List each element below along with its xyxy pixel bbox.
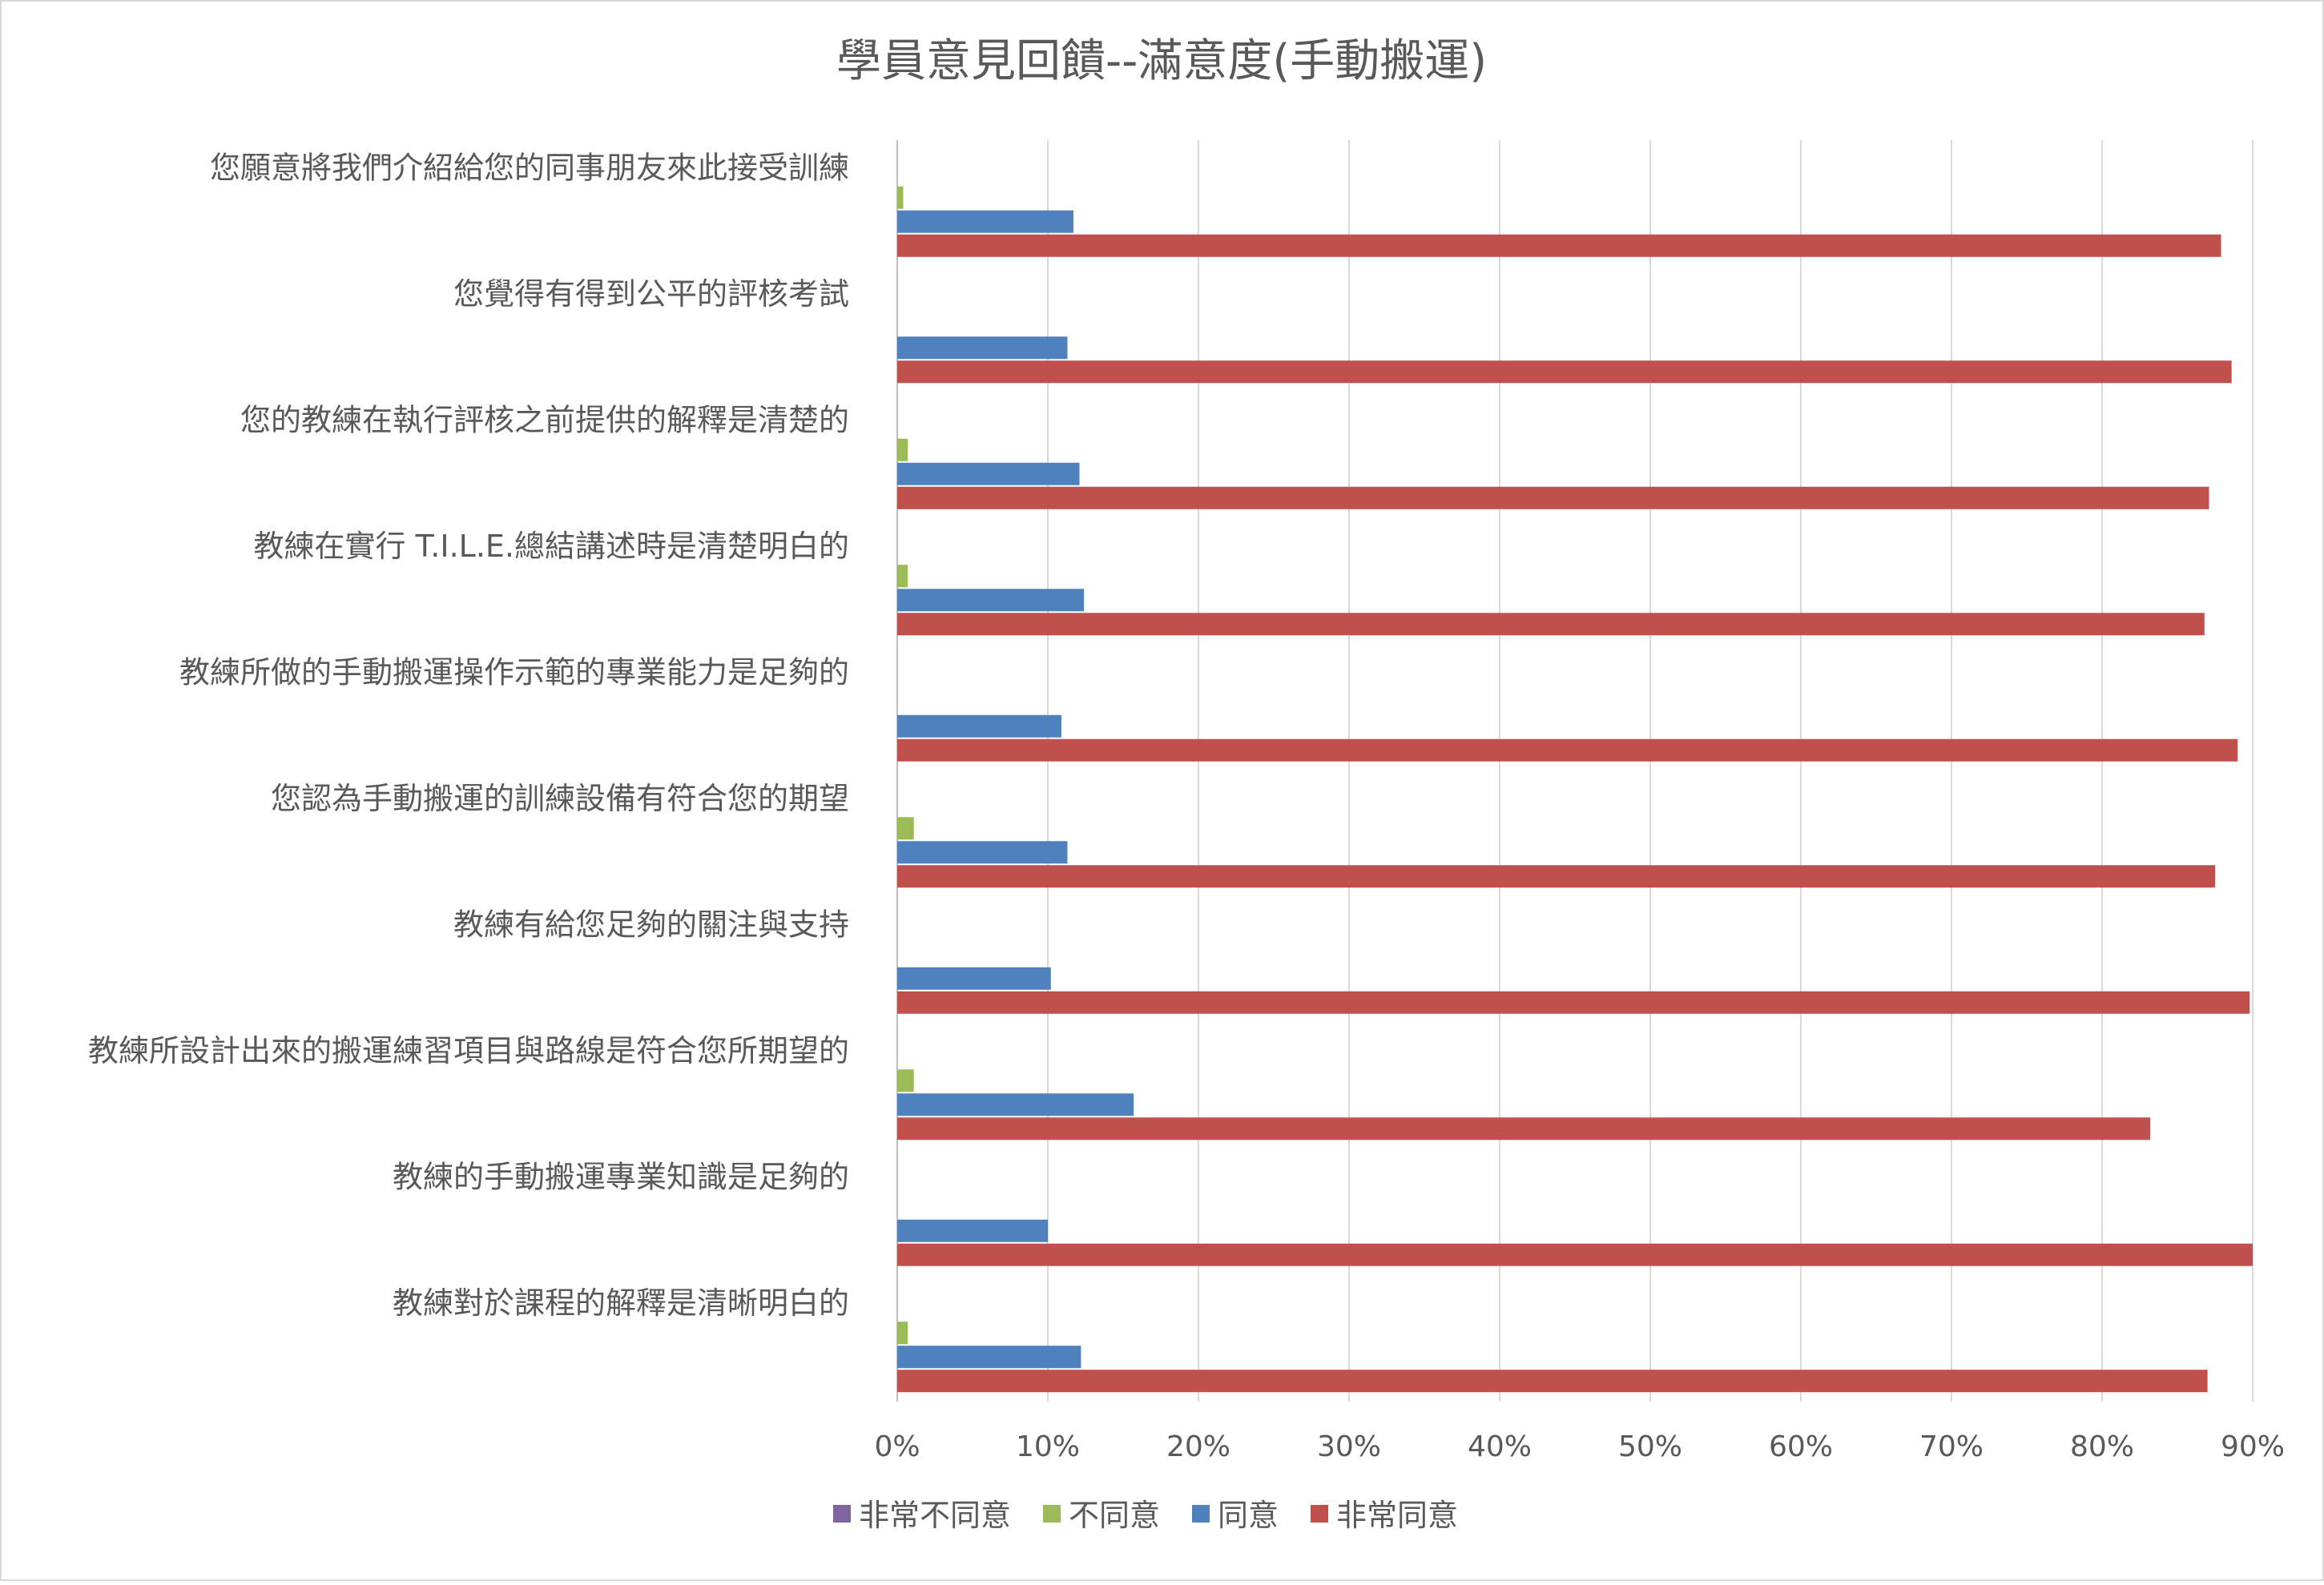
bar: [897, 1243, 2253, 1266]
category-label: 您願意將我們介紹給您的同事朋友來此接受訓練: [210, 150, 849, 185]
x-tick-label: 30%: [1317, 1430, 1381, 1463]
bar: [897, 1069, 914, 1092]
bar: [897, 1219, 1048, 1242]
legend-label: 非常同意: [1336, 1498, 1458, 1533]
chart-title: 學員意見回饋--滿意度(手動搬運): [836, 35, 1487, 87]
bar: [897, 1322, 908, 1345]
bar: [897, 210, 1073, 233]
bar: [897, 865, 2215, 888]
category-label: 您覺得有得到公平的評核考試: [453, 276, 849, 312]
x-tick-label: 10%: [1016, 1430, 1080, 1463]
x-tick-label: 40%: [1468, 1430, 1532, 1463]
bar: [897, 817, 914, 840]
bar: [897, 438, 908, 461]
bar: [897, 234, 2221, 257]
x-tick-label: 80%: [2070, 1430, 2134, 1463]
x-tick-label: 90%: [2221, 1430, 2285, 1463]
x-tick-label: 70%: [1919, 1430, 1984, 1463]
legend-label: 非常不同意: [859, 1498, 1011, 1533]
category-labels: 您願意將我們介紹給您的同事朋友來此接受訓練您覺得有得到公平的評核考試您的教練在執…: [88, 150, 849, 1321]
bar: [897, 991, 2250, 1014]
x-axis-tick-labels: 0% 10% 20% 30% 40% 50% 60% 70% 80% 90%: [874, 1430, 2285, 1463]
bars: [897, 186, 2253, 1393]
category-label: 教練的手動搬運專業知識是足夠的: [393, 1159, 849, 1194]
bar: [897, 738, 2238, 762]
legend-swatch: [1043, 1505, 1061, 1523]
bar: [897, 1117, 2151, 1140]
legend-swatch: [1311, 1505, 1328, 1523]
category-label: 您認為手動搬運的訓練設備有符合您的期望: [271, 781, 849, 816]
category-label: 教練在實行 T.I.L.E.總結講述時是清楚明白的: [254, 529, 850, 564]
bar: [897, 462, 1080, 485]
category-label: 教練所設計出來的搬運練習項目與路線是符合您所期望的: [88, 1033, 849, 1068]
legend-swatch: [1192, 1505, 1210, 1523]
bar: [897, 589, 1085, 612]
bar: [897, 1370, 2208, 1393]
x-tick-label: 20%: [1166, 1430, 1230, 1463]
x-tick-label: 50%: [1618, 1430, 1682, 1463]
category-label: 教練有給您足夠的關注與支持: [453, 907, 849, 942]
bar: [897, 336, 1068, 360]
legend: 非常不同意 不同意 同意 非常同意: [833, 1498, 1458, 1533]
category-label: 教練對於課程的解釋是清晰明白的: [393, 1285, 849, 1321]
bar: [897, 565, 908, 588]
bar: [897, 714, 1061, 738]
legend-label: 不同意: [1069, 1498, 1160, 1533]
bar: [897, 186, 904, 209]
bar: [897, 486, 2209, 509]
legend-label: 同意: [1218, 1498, 1279, 1533]
legend-swatch: [833, 1505, 851, 1523]
bar: [897, 967, 1051, 990]
bar: [897, 1346, 1081, 1369]
category-label: 您的教練在執行評核之前提供的解釋是清楚的: [240, 402, 849, 437]
bar: [897, 841, 1068, 864]
bar: [897, 613, 2205, 636]
bar: [897, 1093, 1134, 1116]
bar: [897, 360, 2232, 384]
x-tick-label: 60%: [1769, 1430, 1833, 1463]
x-tick-label: 0%: [874, 1430, 920, 1463]
category-label: 教練所做的手動搬運操作示範的專業能力是足夠的: [179, 654, 849, 690]
